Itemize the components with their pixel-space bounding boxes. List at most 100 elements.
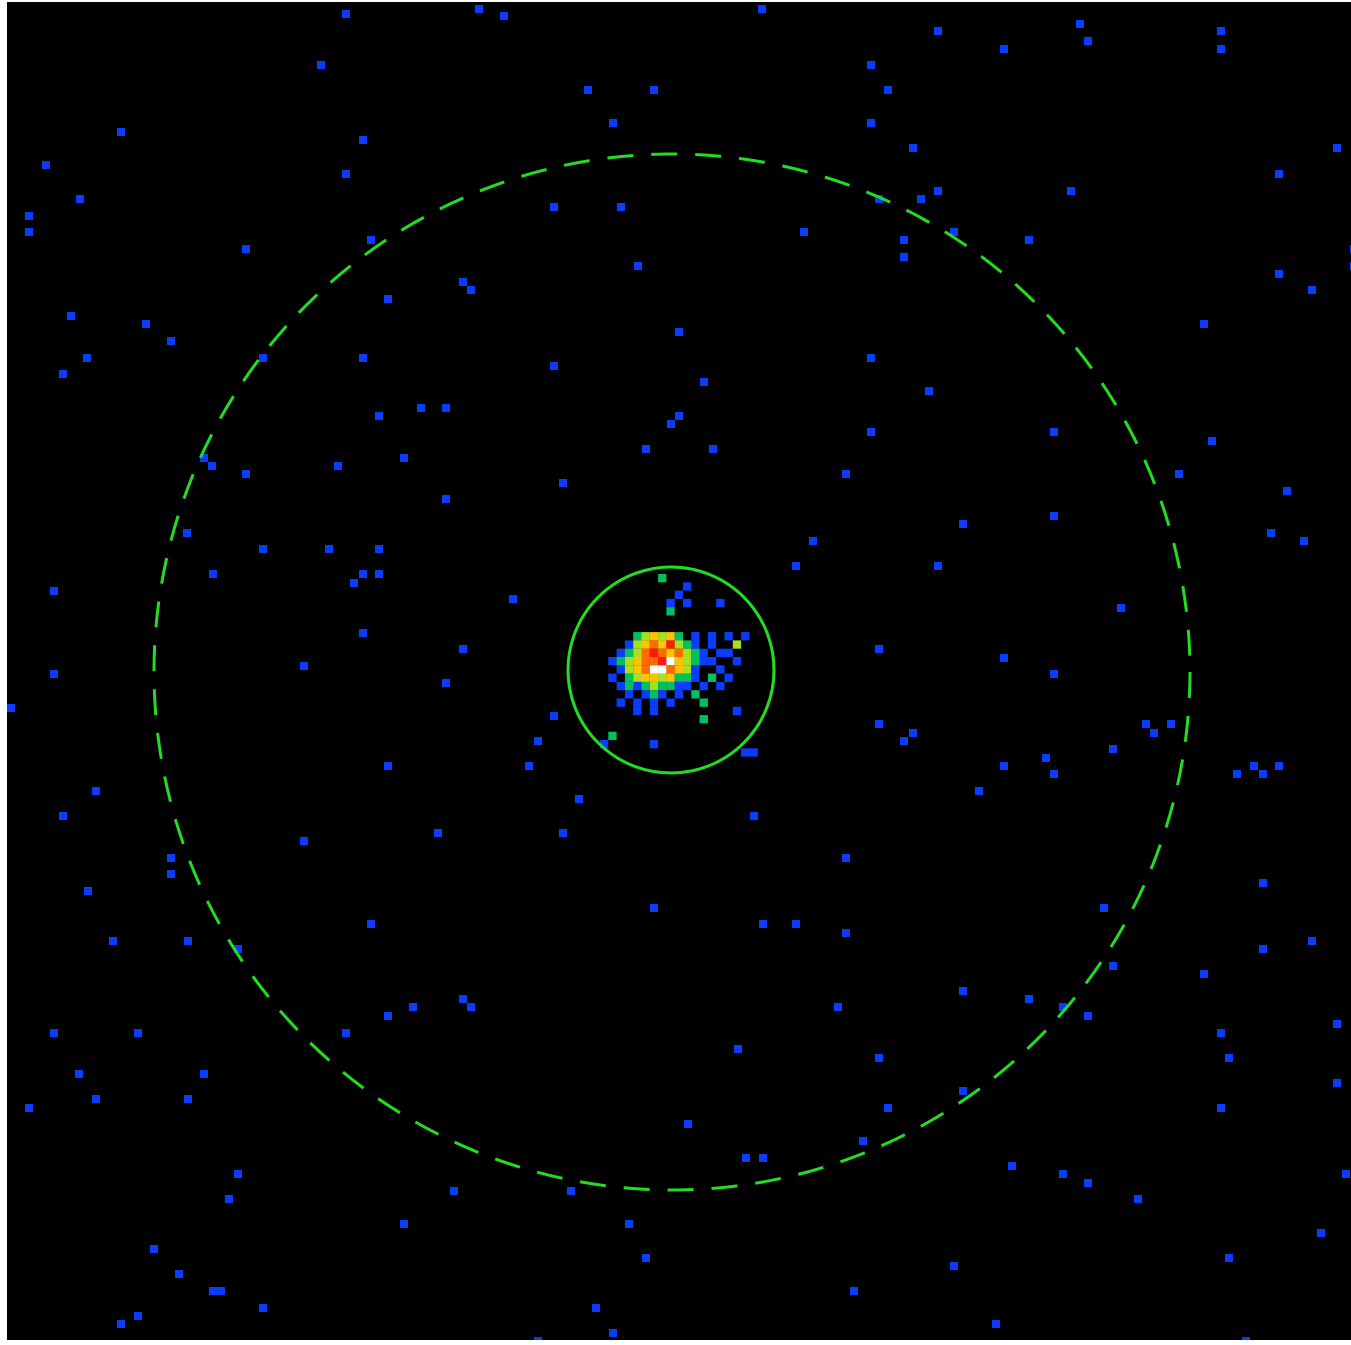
source-pixel xyxy=(624,673,634,682)
photon-event xyxy=(1025,236,1033,244)
source-pixel xyxy=(699,698,708,707)
photon-event xyxy=(1167,720,1175,728)
photon-event xyxy=(959,987,967,995)
source-pixel xyxy=(674,590,683,599)
photon-event xyxy=(709,445,717,453)
photon-event xyxy=(459,995,467,1003)
photon-event xyxy=(800,228,808,236)
source-pixel xyxy=(716,681,725,691)
source-pixel xyxy=(741,632,750,641)
photon-event xyxy=(1008,1162,1016,1170)
source-pixel xyxy=(658,657,667,666)
photon-event xyxy=(342,170,350,178)
photon-event xyxy=(1342,1170,1350,1178)
source-pixel xyxy=(699,657,708,666)
photon-event xyxy=(1267,529,1275,537)
source-pixel xyxy=(608,731,617,740)
source-region[interactable] xyxy=(566,565,776,775)
photon-event xyxy=(792,562,800,570)
photon-event xyxy=(325,545,333,553)
source-pixel xyxy=(683,657,692,666)
photon-event xyxy=(184,1095,192,1103)
photon-event xyxy=(909,144,917,152)
source-pixel xyxy=(707,657,717,666)
source-pixel xyxy=(666,632,675,641)
source-pixel xyxy=(624,648,634,657)
source-pixel xyxy=(616,665,625,674)
source-pixel xyxy=(674,648,683,657)
photon-event xyxy=(900,236,908,244)
photon-event xyxy=(934,27,942,35)
photon-event xyxy=(442,495,450,503)
photon-event xyxy=(1259,945,1267,953)
source-pixel xyxy=(616,681,625,691)
source-pixel xyxy=(600,740,609,749)
photon-event xyxy=(25,1104,33,1112)
source-pixel xyxy=(707,673,717,682)
photon-event xyxy=(209,1287,217,1295)
source-pixel xyxy=(649,632,659,641)
photon-event xyxy=(50,670,58,678)
photon-event xyxy=(467,286,475,294)
photon-event xyxy=(750,812,758,820)
photon-event xyxy=(342,10,350,18)
photon-event xyxy=(567,1187,575,1195)
photon-event xyxy=(1242,1337,1250,1340)
photon-event xyxy=(1225,1054,1233,1062)
photon-event xyxy=(1233,770,1241,778)
source-pixel xyxy=(732,706,742,716)
photon-event xyxy=(175,1270,183,1278)
photon-event xyxy=(959,1087,967,1095)
photon-event xyxy=(475,5,483,13)
source-pixel xyxy=(641,673,650,682)
source-pixel xyxy=(633,648,642,657)
photon-event xyxy=(934,187,942,195)
photon-event xyxy=(900,737,908,745)
photon-event xyxy=(550,712,558,720)
photon-event xyxy=(1333,1079,1341,1087)
photon-event xyxy=(208,462,216,470)
photon-event xyxy=(842,470,850,478)
photon-event xyxy=(867,428,875,436)
source-pixel xyxy=(683,673,692,682)
photon-event xyxy=(1100,904,1108,912)
source-pixel xyxy=(691,673,700,682)
photon-event xyxy=(359,136,367,144)
photon-event xyxy=(609,119,617,127)
photon-event xyxy=(1217,1104,1225,1112)
source-pixel xyxy=(649,681,659,691)
source-pixel xyxy=(658,681,667,691)
photon-event xyxy=(509,595,517,603)
source-pixel xyxy=(649,665,659,674)
source-pixel xyxy=(649,648,659,657)
photon-event xyxy=(367,236,375,244)
photon-event xyxy=(83,354,91,362)
source-pixel xyxy=(716,665,725,674)
photon-event xyxy=(609,1329,617,1337)
photon-event xyxy=(375,412,383,420)
photon-event xyxy=(1059,1003,1067,1011)
photon-event xyxy=(1275,762,1283,770)
background-region[interactable] xyxy=(152,152,1192,1192)
photon-event xyxy=(792,920,800,928)
source-pixel xyxy=(658,640,667,649)
photon-event xyxy=(867,354,875,362)
source-pixel xyxy=(699,648,708,657)
photon-event xyxy=(925,387,933,395)
photon-event xyxy=(1050,670,1058,678)
photon-event xyxy=(217,1287,225,1295)
photon-event xyxy=(650,904,658,912)
photon-event xyxy=(1333,144,1341,152)
photon-event xyxy=(384,295,392,303)
photon-event xyxy=(667,420,675,428)
photon-event xyxy=(134,1029,142,1037)
source-pixel xyxy=(641,657,650,666)
photon-event xyxy=(417,404,425,412)
photon-event xyxy=(734,1045,742,1053)
source-pixel xyxy=(666,673,675,682)
source-pixel xyxy=(699,715,708,724)
source-pixel xyxy=(666,640,675,649)
photon-event xyxy=(150,1245,158,1253)
photon-event xyxy=(259,1304,267,1312)
source-pixel xyxy=(666,657,675,666)
